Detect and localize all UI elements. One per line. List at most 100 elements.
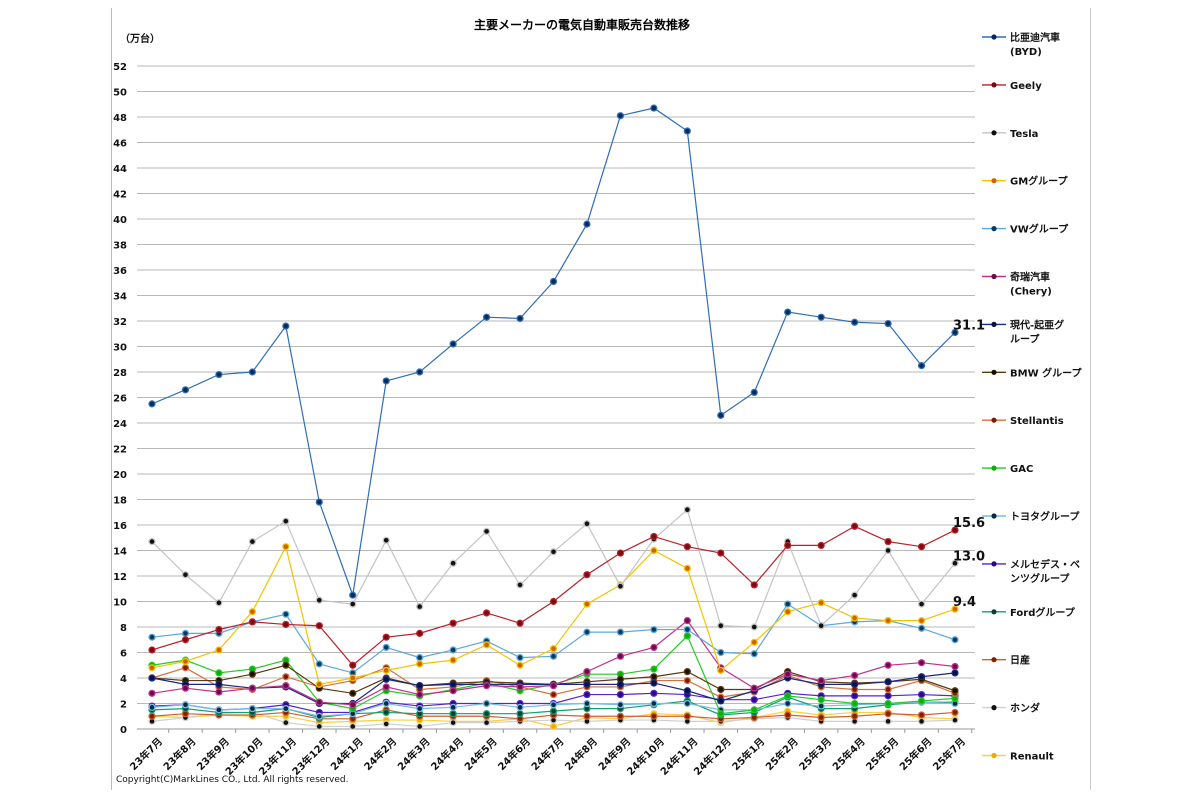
data-point	[651, 674, 657, 680]
legend-label: Renault	[1010, 752, 1054, 763]
data-point	[852, 701, 857, 706]
legend-label: ループ	[1010, 332, 1040, 345]
data-point	[952, 637, 958, 643]
data-point	[216, 670, 222, 676]
data-point	[785, 712, 791, 718]
y-tick-label: 4	[120, 674, 127, 685]
data-point	[283, 706, 289, 711]
y-tick-label: 46	[113, 139, 127, 150]
data-point	[183, 631, 188, 636]
legend-marker	[991, 273, 997, 280]
data-point	[216, 707, 222, 713]
data-point	[316, 713, 322, 719]
data-point	[450, 647, 456, 653]
legend-label: 日産	[1010, 654, 1030, 667]
data-point	[417, 661, 422, 667]
data-point	[718, 413, 724, 418]
data-point	[685, 507, 690, 512]
series-1	[148, 522, 959, 669]
data-point	[383, 721, 389, 727]
data-point	[685, 627, 690, 632]
data-point	[149, 401, 155, 407]
x-tick-label: 24年8月	[562, 735, 600, 773]
legend-marker	[991, 705, 997, 711]
data-point	[651, 534, 657, 539]
data-point	[216, 627, 222, 632]
data-point	[149, 713, 155, 719]
data-point	[551, 717, 556, 723]
data-point	[751, 707, 757, 713]
data-point	[551, 692, 556, 697]
y-axis-unit-label: （万台）	[120, 32, 160, 45]
data-point	[852, 713, 857, 719]
data-point	[818, 543, 824, 548]
data-point	[818, 697, 824, 702]
data-point	[651, 105, 657, 111]
x-tick-label: 24年3月	[395, 735, 433, 773]
end-data-label: 15.6	[953, 516, 985, 531]
legend-label: トヨタグループ	[1010, 510, 1080, 523]
x-tick-label: 25年5月	[863, 735, 901, 773]
copyright-notice: Copyright(C)MarkLines CO., Ltd. All righ…	[116, 775, 348, 785]
data-point	[450, 682, 456, 687]
data-point	[450, 688, 456, 694]
y-tick-label: 36	[113, 266, 127, 277]
data-point	[685, 678, 690, 683]
data-point	[785, 701, 791, 706]
data-point	[618, 629, 623, 635]
data-point	[919, 544, 924, 549]
legend-item: 日産	[982, 654, 1030, 667]
data-point	[484, 683, 489, 688]
data-point	[149, 691, 155, 696]
data-point	[250, 685, 255, 691]
data-point	[283, 657, 289, 663]
data-point	[383, 645, 389, 650]
data-point	[149, 675, 155, 681]
data-point	[551, 549, 556, 555]
legend-label: GMグループ	[1010, 175, 1069, 188]
data-point	[751, 390, 757, 395]
data-point	[685, 566, 690, 571]
data-point	[283, 544, 289, 549]
legend-item: トヨタグループ	[982, 510, 1080, 523]
data-point	[517, 705, 523, 710]
data-point	[885, 321, 891, 326]
data-point	[618, 550, 623, 556]
data-point	[250, 539, 255, 544]
y-tick-label: 22	[113, 445, 127, 456]
data-point	[551, 654, 556, 659]
x-tick-label: 24年5月	[462, 735, 500, 773]
data-point	[751, 582, 757, 588]
data-point	[484, 720, 489, 725]
data-point	[952, 606, 958, 612]
data-point	[685, 544, 690, 549]
data-point	[885, 548, 891, 553]
data-point	[618, 671, 623, 677]
end-data-label: 9.4	[953, 595, 976, 610]
series-line	[151, 603, 956, 674]
data-point	[316, 682, 322, 687]
data-point	[718, 650, 724, 655]
data-point	[450, 560, 456, 566]
chart-title: 主要メーカーの電気自動車販売台数推移	[474, 17, 690, 32]
data-point	[149, 634, 155, 640]
data-point	[250, 619, 255, 625]
y-tick-label: 10	[113, 598, 127, 609]
y-tick-label: 2	[120, 700, 127, 711]
data-point	[484, 314, 489, 320]
data-point	[450, 657, 456, 663]
data-point	[852, 687, 857, 692]
y-tick-label: 28	[113, 368, 127, 379]
x-tick-label: 24年4月	[428, 735, 466, 773]
series-line	[151, 107, 956, 596]
data-point	[283, 662, 289, 668]
data-point	[517, 662, 523, 668]
data-point	[450, 620, 456, 626]
data-point	[216, 372, 222, 377]
data-point	[885, 711, 891, 716]
data-point	[952, 664, 958, 669]
data-point	[149, 539, 155, 544]
data-point	[350, 675, 356, 681]
data-point	[584, 701, 590, 706]
